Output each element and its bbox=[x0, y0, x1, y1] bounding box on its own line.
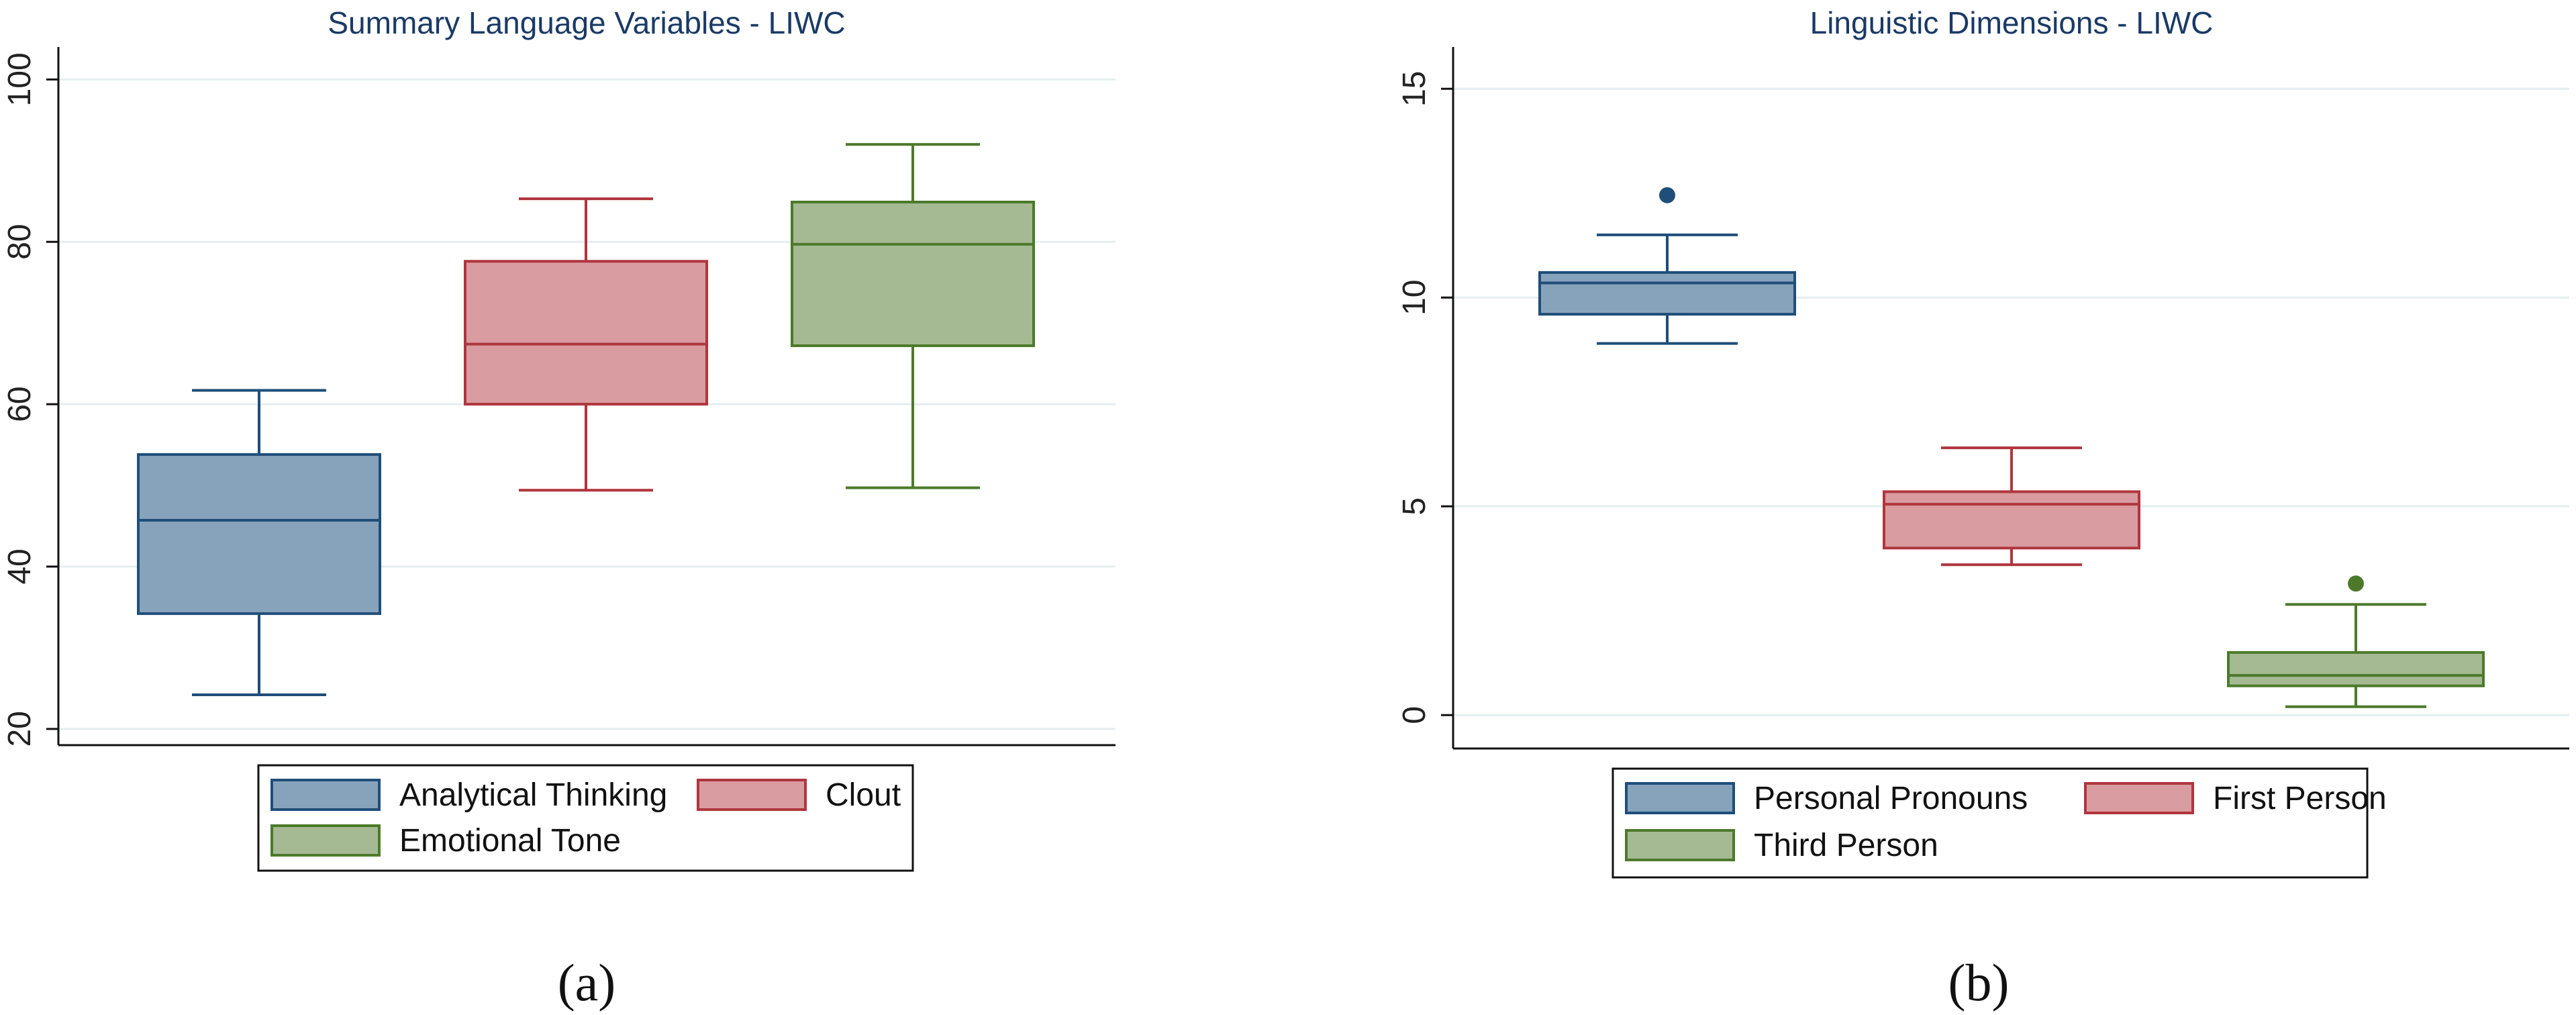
legend-swatch bbox=[270, 824, 381, 857]
y-tick-label: 0 bbox=[1397, 706, 1432, 724]
legend-label: Clout bbox=[826, 777, 901, 813]
box-first-person bbox=[1883, 446, 2140, 567]
y-tick-label: 20 bbox=[2, 711, 38, 746]
box-personal-pronouns bbox=[1538, 187, 1796, 345]
legend-swatch bbox=[1625, 829, 1735, 861]
box-iqr bbox=[464, 260, 708, 406]
y-tick-label: 10 bbox=[1397, 280, 1432, 316]
chart-b: Linguistic Dimensions - LIWC 0 5 10 15 Person… bbox=[1397, 5, 2569, 879]
box-third-person bbox=[2227, 575, 2485, 708]
y-tick-label: 80 bbox=[2, 224, 38, 260]
chart-title: Summary Language Variables - LIWC bbox=[328, 5, 845, 40]
legend-label: Third Person bbox=[1754, 828, 1938, 863]
y-tick-label: 40 bbox=[2, 548, 38, 584]
y-tick-label: 60 bbox=[2, 386, 38, 422]
legend-frame bbox=[1612, 767, 2369, 879]
caption-b: (b) bbox=[1948, 953, 2010, 1012]
y-tick-label: 100 bbox=[2, 52, 38, 106]
legend-label: Emotional Tone bbox=[399, 823, 621, 859]
y-tick-label: 15 bbox=[1397, 71, 1432, 107]
box-iqr bbox=[2227, 650, 2485, 687]
legend: Personal Pronouns First Person Third Perso… bbox=[1612, 767, 2387, 879]
legend-swatch bbox=[697, 779, 807, 811]
chart-a: Summary Language Variables - LIWC 20 40 60 8… bbox=[2, 5, 1116, 872]
y-tick-label: 5 bbox=[1397, 497, 1432, 516]
box-iqr bbox=[791, 200, 1035, 348]
legend-label: First Person bbox=[2213, 781, 2387, 816]
legend-swatch bbox=[2084, 782, 2194, 814]
legend-label: Analytical Thinking bbox=[399, 777, 667, 813]
chart-title: Linguistic Dimensions - LIWC bbox=[1810, 5, 2214, 40]
legend-swatch bbox=[1625, 782, 1735, 814]
box-iqr bbox=[1538, 271, 1796, 316]
legend: Analytical Thinking Clout Emotional Tone bbox=[257, 764, 914, 872]
box-clout bbox=[464, 197, 708, 492]
caption-a: (a) bbox=[558, 953, 616, 1012]
outlier-point bbox=[1659, 187, 1675, 203]
legend-label: Personal Pronouns bbox=[1754, 781, 2028, 816]
box-iqr bbox=[1883, 490, 2140, 550]
legend-swatch bbox=[270, 779, 381, 811]
box-emotional-tone bbox=[791, 143, 1035, 489]
box-iqr bbox=[137, 453, 381, 616]
outlier-point bbox=[2348, 575, 2364, 592]
box-analytical-thinking bbox=[137, 389, 381, 697]
